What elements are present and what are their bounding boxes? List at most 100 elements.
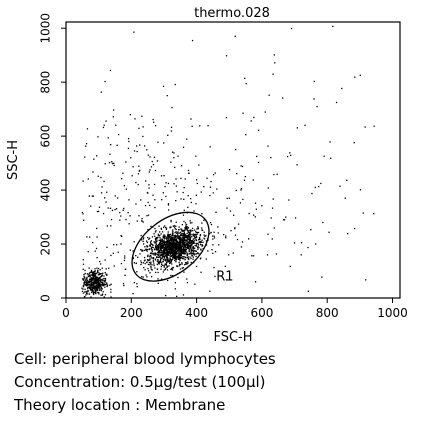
data-point [92,195,94,197]
data-point [146,276,148,278]
data-point [165,227,168,229]
data-point [160,251,162,253]
data-point [200,191,202,193]
data-point [163,226,165,228]
data-point [175,252,178,254]
data-point [168,209,170,211]
data-point [158,236,160,238]
data-point [101,274,103,277]
data-point [158,261,160,263]
data-point [92,272,94,275]
data-point [359,74,361,76]
data-point [192,235,194,237]
data-point [190,230,192,233]
data-point [136,150,138,153]
data-point [146,240,148,242]
data-point [199,125,201,127]
data-point [195,250,197,252]
data-point [132,250,134,252]
data-point [313,98,315,100]
data-point [159,242,162,244]
data-point [163,253,165,255]
data-point [168,259,170,261]
data-point [159,231,161,233]
data-point [181,252,183,254]
data-point [164,243,166,246]
data-point [181,267,183,269]
data-point [151,269,153,271]
data-point [194,229,196,231]
data-point [101,288,103,290]
data-point [147,255,149,257]
data-point [163,235,165,237]
data-point [90,285,92,287]
data-point [139,253,141,255]
data-point [170,161,172,163]
data-point [158,225,160,227]
data-point [182,244,184,246]
data-point [195,244,197,247]
data-point [166,238,168,240]
data-point [95,285,97,287]
data-point [196,182,198,185]
data-point [153,233,155,235]
data-point [255,208,257,210]
data-point [94,268,96,270]
data-point [191,222,193,224]
data-point [96,267,98,269]
data-point [174,253,176,255]
data-point [95,247,98,250]
data-point [160,253,163,255]
data-point [149,245,151,247]
data-point [159,261,161,263]
data-point [161,242,163,245]
data-point [122,172,124,174]
data-point [100,281,102,283]
data-point [185,246,187,248]
data-point [174,288,176,290]
data-point [276,173,278,175]
data-point [91,195,93,197]
data-point [201,244,203,246]
data-point [92,171,94,173]
data-point [187,230,189,232]
data-point [162,241,164,244]
data-point [187,258,190,260]
data-point [289,152,291,154]
data-point [214,172,216,174]
data-point [87,289,89,292]
data-point [187,240,189,242]
data-point [169,247,171,249]
data-point [132,258,134,260]
data-point [168,239,170,241]
data-point [176,265,178,267]
data-point [89,285,92,287]
data-point [182,255,184,258]
data-point [157,233,160,235]
data-point [189,220,191,222]
data-point [149,257,151,259]
data-point [106,283,108,285]
data-point [87,284,89,286]
data-point [184,239,186,242]
data-point [132,256,134,259]
data-point [270,156,272,159]
data-point [174,228,176,230]
data-point [191,227,194,230]
data-point [100,286,102,288]
data-point [92,274,94,277]
data-point [109,284,111,286]
data-point [96,279,99,281]
data-point [149,264,151,266]
data-point [180,245,183,248]
data-point [83,282,85,285]
data-point [283,219,285,221]
data-point [191,233,193,236]
data-point [190,239,192,242]
data-point [135,203,137,205]
data-point [192,241,194,243]
data-point [178,255,180,257]
data-point [289,265,291,268]
data-point [154,169,157,172]
y-axis-label: SSC-H [6,140,21,180]
